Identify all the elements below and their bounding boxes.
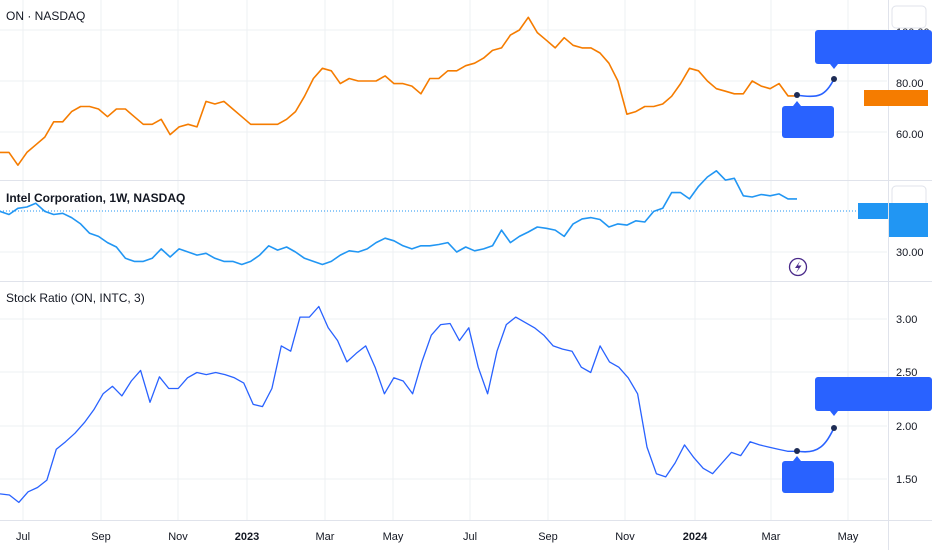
x-tick-label: May — [838, 531, 859, 543]
x-tick-label: May — [383, 531, 404, 543]
on-projection-tool[interactable] — [782, 30, 932, 138]
y-tick-label: 2.00 — [896, 421, 917, 433]
projection-end-dot[interactable] — [831, 76, 837, 82]
intc-last-price-badge — [858, 203, 928, 237]
intc-pane-title: Intel Corporation, 1W, NASDAQ — [6, 191, 185, 205]
x-tick-label: Mar — [762, 531, 781, 543]
y-tick-label: 3.00 — [896, 314, 917, 326]
projection-end-dot[interactable] — [831, 425, 837, 431]
projection-anchor-dot[interactable] — [794, 448, 800, 454]
y-tick-label: 1.50 — [896, 474, 917, 486]
on-price-line[interactable] — [0, 16, 797, 166]
ratio-projection-tool[interactable] — [782, 377, 932, 493]
projection-label-pointer — [830, 64, 838, 69]
projection-label-bg — [815, 30, 932, 64]
y-tick-label: 80.00 — [896, 78, 924, 90]
ratio-pane-title: Stock Ratio (ON, INTC, 3) — [6, 291, 145, 305]
anchor-label-pointer — [793, 101, 801, 106]
x-tick-label: Jul — [16, 531, 30, 543]
lightning-icon[interactable] — [788, 257, 808, 277]
anchor-label-bg — [782, 106, 834, 138]
x-tick-label: Mar — [316, 531, 335, 543]
x-tick-label: 2023 — [235, 531, 259, 543]
anchor-label-bg — [782, 461, 834, 493]
grid-lines — [0, 0, 887, 520]
x-tick-label: Nov — [615, 531, 635, 543]
projection-label-bg — [815, 377, 932, 411]
x-tick-label: Nov — [168, 531, 188, 543]
y-tick-label: 60.00 — [896, 129, 924, 141]
on-pane-title: ON · NASDAQ — [6, 9, 85, 23]
projection-anchor-dot[interactable] — [794, 92, 800, 98]
intc-price-line[interactable] — [0, 170, 797, 266]
on-currency-button[interactable] — [891, 5, 927, 29]
x-tick-label: Sep — [538, 531, 558, 543]
y-tick-label: 2.50 — [896, 367, 917, 379]
projection-curve[interactable] — [796, 78, 835, 98]
x-tick-label: Jul — [463, 531, 477, 543]
currency-button-bg[interactable] — [891, 5, 927, 29]
lightning-icon-bolt[interactable] — [795, 261, 802, 273]
projection-label-pointer — [830, 411, 838, 416]
anchor-label-pointer — [793, 456, 801, 461]
stock-ratio-line[interactable] — [0, 305, 797, 504]
y-tick-label: 30.00 — [896, 247, 924, 259]
badge-symbol-bg — [858, 203, 888, 219]
badge-value-bg — [889, 203, 928, 237]
badge-bg — [864, 90, 928, 106]
on-last-price-badge — [864, 90, 928, 106]
x-tick-label: Sep — [91, 531, 111, 543]
x-tick-label: 2024 — [683, 531, 708, 543]
projection-curve[interactable] — [796, 427, 835, 453]
